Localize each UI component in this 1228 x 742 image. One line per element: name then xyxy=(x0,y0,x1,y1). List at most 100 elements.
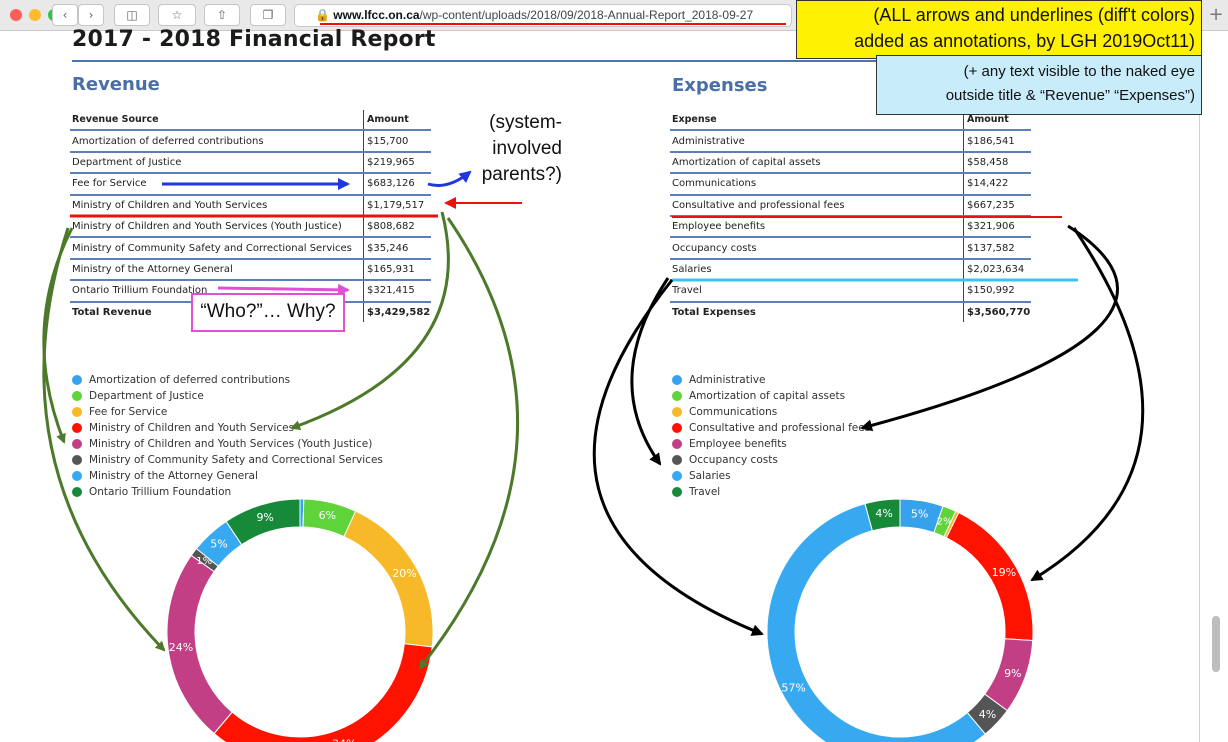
table-row: Ministry of the Attorney General $165,931 xyxy=(70,258,431,282)
row-amount: $58,458 xyxy=(963,151,1031,175)
legend-swatch xyxy=(672,471,682,481)
row-label: Department of Justice xyxy=(70,151,364,175)
note-line: added as annotations, by LGH 2019Oct11) xyxy=(854,31,1195,51)
slice-data-label: 19% xyxy=(992,566,1016,579)
legend-swatch xyxy=(672,407,682,417)
row-amount: $667,235 xyxy=(963,194,1031,217)
donut-slice[interactable] xyxy=(225,498,301,546)
row-amount: $186,541 xyxy=(963,130,1031,153)
legend-label: Ministry of Community Safety and Correct… xyxy=(89,454,383,466)
tabs-overview-button[interactable]: ❐ xyxy=(250,4,286,26)
expenses-heading: Expenses xyxy=(672,75,768,96)
row-label: Administrative xyxy=(670,130,964,153)
annotation-system-involved: (system- involved parents?) xyxy=(466,110,562,188)
column-header-amount: Amount xyxy=(963,110,1031,132)
donut-slice[interactable] xyxy=(766,503,986,742)
table-row: Consultative and professional fees $667,2… xyxy=(670,194,1031,217)
legend-label: Ministry of Children and Youth Services … xyxy=(89,438,373,450)
legend-item[interactable]: Employee benefits xyxy=(672,436,870,452)
donut-slice[interactable] xyxy=(864,498,901,532)
legend-item[interactable]: Administrative xyxy=(672,372,870,388)
url-path: /wp-content/uploads/2018/09/2018-Annual-… xyxy=(419,8,754,22)
note-line: (ALL arrows and underlines (diff't color… xyxy=(873,5,1195,25)
legend-swatch xyxy=(72,391,82,401)
slice-data-label: 9% xyxy=(1004,667,1021,680)
donut-slice[interactable] xyxy=(343,510,434,648)
expenses-donut-chart: 5% 2% 19% 9% 4% 57% 4% xyxy=(766,498,1034,742)
address-bar[interactable]: 🔒 www.lfcc.on.ca/wp-content/uploads/2018… xyxy=(294,4,792,27)
annotation-who-why: “Who?”… Why? xyxy=(191,293,345,332)
legend-item[interactable]: Ministry of Children and Youth Services xyxy=(72,420,383,436)
content-edge xyxy=(1199,30,1200,742)
forward-button[interactable]: › xyxy=(78,4,104,26)
donut-slice[interactable] xyxy=(213,643,433,742)
table-row: Ministry of Community Safety and Correct… xyxy=(70,237,431,260)
slice-data-label: 5% xyxy=(210,537,227,550)
tabs-icon: ❐ xyxy=(262,8,274,22)
legend-label: Ministry of Children and Youth Services xyxy=(89,422,295,434)
legend-item[interactable]: Ministry of Children and Youth Services … xyxy=(72,436,383,452)
sidebar-icon: ◫ xyxy=(126,8,138,22)
legend-label: Occupancy costs xyxy=(689,454,778,466)
table-row: Travel $150,992 xyxy=(670,280,1031,303)
row-label: Ministry of the Attorney General xyxy=(70,258,364,282)
table-row: Amortization of capital assets $58,458 xyxy=(670,151,1031,175)
legend-swatch xyxy=(672,455,682,465)
legend-item[interactable]: Consultative and professional fees xyxy=(672,420,870,436)
row-label: Amortization of capital assets xyxy=(670,151,964,175)
legend-item[interactable]: Amortization of deferred contributions xyxy=(72,372,383,388)
slice-data-label: 6% xyxy=(319,509,336,522)
row-amount: $321,415 xyxy=(363,280,431,303)
row-amount: $1,179,517 xyxy=(363,194,431,217)
total-label: Total Expenses xyxy=(672,306,756,318)
donut-slice[interactable] xyxy=(945,512,1034,642)
column-header-amount: Amount xyxy=(363,110,431,132)
legend-swatch xyxy=(72,455,82,465)
legend-label: Salaries xyxy=(689,470,731,482)
minimize-window-button[interactable] xyxy=(29,9,41,21)
green-arrow-left-to-legend xyxy=(42,227,74,444)
row-label: Ministry of Community Safety and Correct… xyxy=(70,237,364,260)
table-row: Department of Justice $219,965 xyxy=(70,151,431,175)
legend-item[interactable]: Amortization of capital assets xyxy=(672,388,870,404)
back-button[interactable]: ‹ xyxy=(52,4,78,26)
close-window-button[interactable] xyxy=(10,9,22,21)
row-amount: $683,126 xyxy=(363,173,431,196)
scrollbar-thumb[interactable] xyxy=(1212,616,1220,672)
legend-swatch xyxy=(72,487,82,497)
row-amount: $150,992 xyxy=(963,280,1031,303)
slice-data-label: 20% xyxy=(392,567,416,580)
legend-item[interactable]: Occupancy costs xyxy=(672,452,870,468)
row-amount: $14,422 xyxy=(963,173,1031,196)
table-header-row: Revenue Source Amount xyxy=(70,110,431,132)
legend-item[interactable]: Communications xyxy=(672,404,870,420)
legend-swatch xyxy=(672,423,682,433)
note-line: (+ any text visible to the naked eye xyxy=(963,63,1195,80)
table-row: Ministry of Children and Youth Services $… xyxy=(70,194,431,217)
row-amount: $321,906 xyxy=(963,215,1031,239)
chevron-right-icon: › xyxy=(88,8,94,22)
legend-item[interactable]: Ministry of Community Safety and Correct… xyxy=(72,452,383,468)
slice-data-label: 5% xyxy=(911,508,928,521)
row-label: Employee benefits xyxy=(670,215,964,239)
note-line: outside title & “Revenue” “Expenses”) xyxy=(945,87,1195,104)
share-button[interactable]: ⇧ xyxy=(204,4,240,26)
note-line: involved xyxy=(492,138,562,159)
sidebar-button[interactable]: ◫ xyxy=(114,4,150,26)
legend-label: Department of Justice xyxy=(89,390,204,402)
url-domain: www.lfcc.on.ca xyxy=(333,8,420,22)
legend-swatch xyxy=(72,439,82,449)
legend-swatch xyxy=(72,407,82,417)
legend-swatch xyxy=(72,471,82,481)
plus-icon: + xyxy=(1208,4,1224,25)
bookmarks-button[interactable]: ☆ xyxy=(158,4,196,26)
table-header-row: Expense Amount xyxy=(670,110,1031,132)
row-amount: $808,682 xyxy=(363,215,431,239)
new-tab-button[interactable]: + xyxy=(1207,6,1225,24)
legend-item[interactable]: Fee for Service xyxy=(72,404,383,420)
slice-data-label: 34% xyxy=(332,738,356,742)
slice-data-label: 4% xyxy=(875,507,892,520)
row-label: Consultative and professional fees xyxy=(670,194,964,217)
legend-item[interactable]: Department of Justice xyxy=(72,388,383,404)
slice-data-label: 24% xyxy=(169,641,193,654)
